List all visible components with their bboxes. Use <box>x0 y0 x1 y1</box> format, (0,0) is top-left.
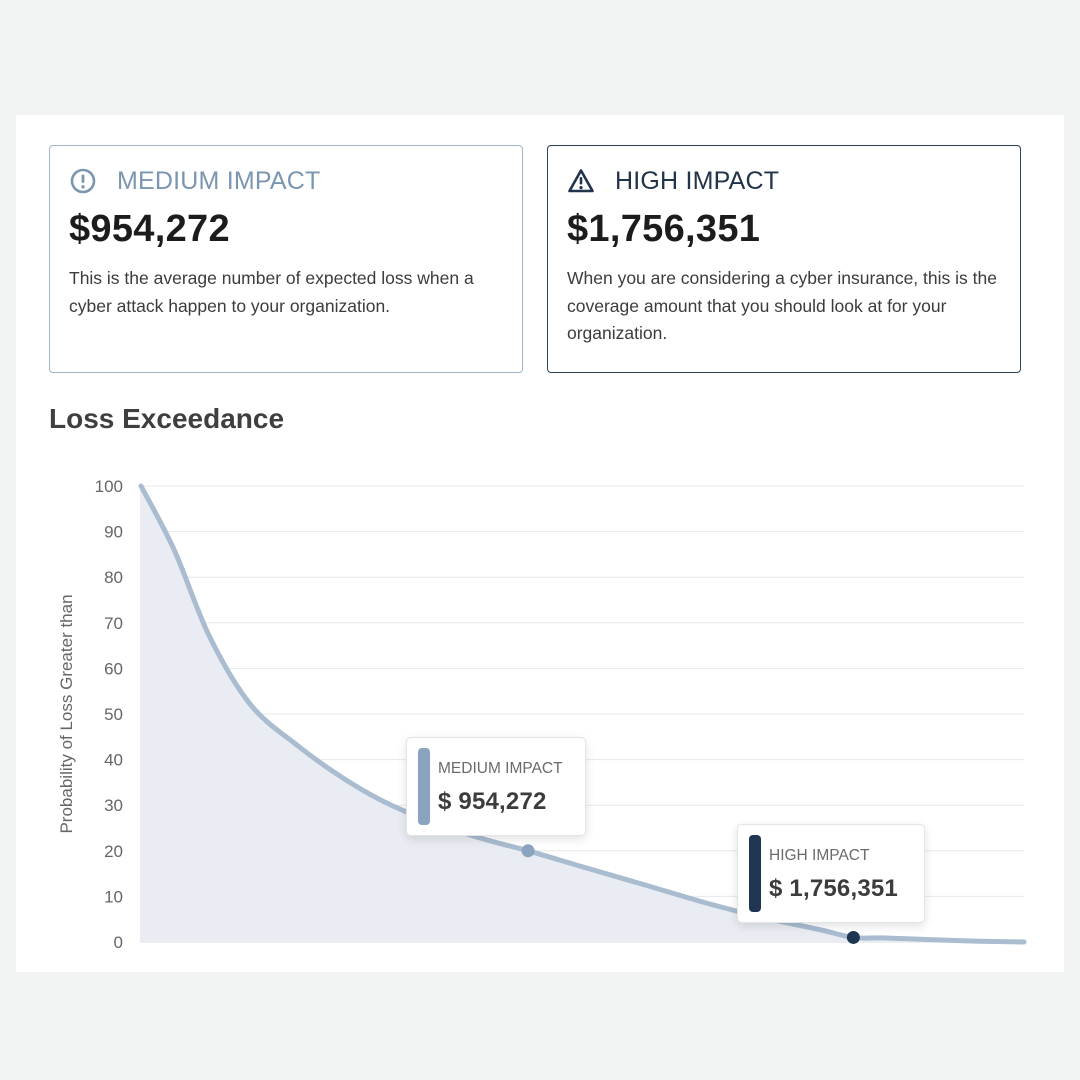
high-impact-description: When you are considering a cyber insuran… <box>567 268 997 343</box>
y-tick-label-30: 30 <box>104 796 123 815</box>
medium-tooltip-color-bar <box>418 748 430 825</box>
y-tick-label-100: 100 <box>95 477 123 496</box>
area-fill <box>141 486 1024 942</box>
series-line <box>138 483 1027 945</box>
marker-high-impact <box>846 930 860 944</box>
y-tick-label-60: 60 <box>104 659 123 678</box>
medium-tooltip-label: MEDIUM IMPACT <box>438 760 563 777</box>
medium-tooltip-value: $ 954,272 <box>438 788 547 815</box>
exclamation-circle-icon <box>70 168 96 194</box>
medium-impact-tooltip: MEDIUM IMPACT $ 954,272 <box>406 737 586 836</box>
medium-impact-header: MEDIUM IMPACT <box>69 164 502 198</box>
y-tick-label-0: 0 <box>114 933 123 952</box>
medium-impact-description: This is the average number of expected l… <box>69 268 474 316</box>
chart-section-title: Loss Exceedance <box>49 403 285 434</box>
medium-impact-amount: $954,272 <box>69 208 230 250</box>
high-impact-amount: $1,756,351 <box>567 208 761 250</box>
y-tick-label-50: 50 <box>104 705 123 724</box>
medium-impact-card: MEDIUM IMPACT $954,272 This is the avera… <box>49 145 523 373</box>
high-impact-card: HIGH IMPACT $1,756,351 When you are cons… <box>547 145 1021 373</box>
high-tooltip-value: $ 1,756,351 <box>769 875 898 902</box>
high-impact-tooltip: HIGH IMPACT $ 1,756,351 <box>737 824 925 923</box>
report-panel: MEDIUM IMPACT $954,272 This is the avera… <box>16 115 1064 972</box>
y-tick-label-10: 10 <box>104 887 123 906</box>
y-tick-label-20: 20 <box>104 842 123 861</box>
y-tick-label-90: 90 <box>104 523 123 542</box>
high-tooltip-color-bar <box>749 835 761 912</box>
loss-exceedance-chart: 0 10 20 30 40 50 60 70 80 90 100 Probability of Los… <box>57 477 1027 952</box>
medium-impact-title: MEDIUM IMPACT <box>117 166 321 195</box>
y-tick-label-70: 70 <box>104 614 123 633</box>
y-axis-title: Probability of Loss Greater than <box>57 594 76 833</box>
high-impact-title: HIGH IMPACT <box>615 166 780 195</box>
y-tick-label-80: 80 <box>104 568 123 587</box>
high-impact-header: HIGH IMPACT <box>567 164 1000 198</box>
warning-triangle-icon <box>568 169 594 193</box>
high-tooltip-label: HIGH IMPACT <box>769 847 870 864</box>
y-tick-label-40: 40 <box>104 751 123 770</box>
marker-medium-impact <box>521 844 535 858</box>
